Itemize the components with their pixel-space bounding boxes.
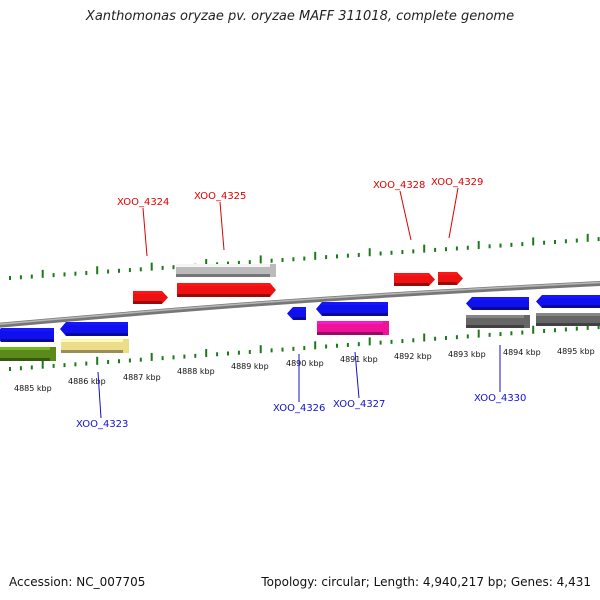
kbp-labels: 4885 kbp 4886 kbp 4887 kbp 4888 kbp 4889 kbp…: [14, 347, 595, 393]
topology-summary: Topology: circular; Length: 4,940,217 bp…: [261, 575, 591, 589]
gene-label-forward[interactable]: XOO_4329: [431, 177, 483, 188]
top-tick-track: [9, 233, 600, 280]
gene-label-forward[interactable]: XOO_4325: [194, 191, 246, 202]
reverse-gene-3: [316, 302, 388, 316]
genome-backbone: [0, 280, 600, 328]
kbp-label: 4895 kbp: [557, 347, 595, 356]
callout-line: [142, 207, 148, 257]
gene-label-forward[interactable]: XOO_4324: [117, 197, 169, 208]
gene-label-reverse[interactable]: XOO_4323: [76, 419, 128, 430]
kbp-label: 4893 kbp: [448, 350, 486, 359]
callout-line: [354, 351, 360, 399]
forward-cds-2: [176, 264, 276, 277]
gene-label-reverse[interactable]: XOO_4326: [273, 403, 325, 414]
kbp-label: 4892 kbp: [394, 352, 432, 361]
forward-gene-2: [177, 283, 276, 297]
genome-title: Xanthomonas oryzae pv. oryzae MAFF 31101…: [85, 9, 515, 24]
gene-label-forward[interactable]: XOO_4328: [373, 180, 425, 191]
forward-gene-1: [133, 291, 168, 304]
kbp-label: 4891 kbp: [340, 355, 378, 364]
kbp-label: 4885 kbp: [14, 384, 52, 393]
gene-callouts: XOO_4324 XOO_4325 XOO_4328 XOO_4329 XOO_4323…: [76, 177, 526, 430]
kbp-label: 4886 kbp: [68, 377, 106, 386]
kbp-label: 4887 kbp: [123, 373, 161, 382]
bottom-tick-track: [9, 321, 600, 371]
reverse-cds-5: [536, 313, 600, 326]
forward-gene-3: [394, 273, 435, 286]
gene-label-reverse[interactable]: XOO_4330: [474, 393, 526, 404]
reverse-gene-0: [0, 328, 54, 342]
forward-gene-4: [438, 272, 463, 285]
reverse-cds-0: [0, 347, 56, 361]
reverse-gene-2: [287, 307, 306, 320]
kbp-label: 4888 kbp: [177, 367, 215, 376]
callout-line: [399, 190, 412, 241]
reverse-gene-5: [536, 295, 600, 308]
kbp-label: 4889 kbp: [231, 362, 269, 371]
reverse-gene-4: [466, 297, 529, 310]
kbp-label: 4894 kbp: [503, 348, 541, 357]
callout-line: [448, 187, 459, 239]
reverse-gene-1: [60, 322, 128, 336]
callout-line: [219, 201, 225, 251]
gene-label-reverse[interactable]: XOO_4327: [333, 399, 385, 410]
feature-layer: [0, 264, 600, 361]
reverse-cds-1: [61, 339, 129, 353]
accession-text: Accession: NC_007705: [9, 575, 146, 589]
kbp-label: 4890 kbp: [286, 359, 324, 368]
reverse-cds-3: [317, 321, 389, 335]
reverse-cds-4: [466, 315, 530, 328]
callout-line: [97, 371, 102, 419]
